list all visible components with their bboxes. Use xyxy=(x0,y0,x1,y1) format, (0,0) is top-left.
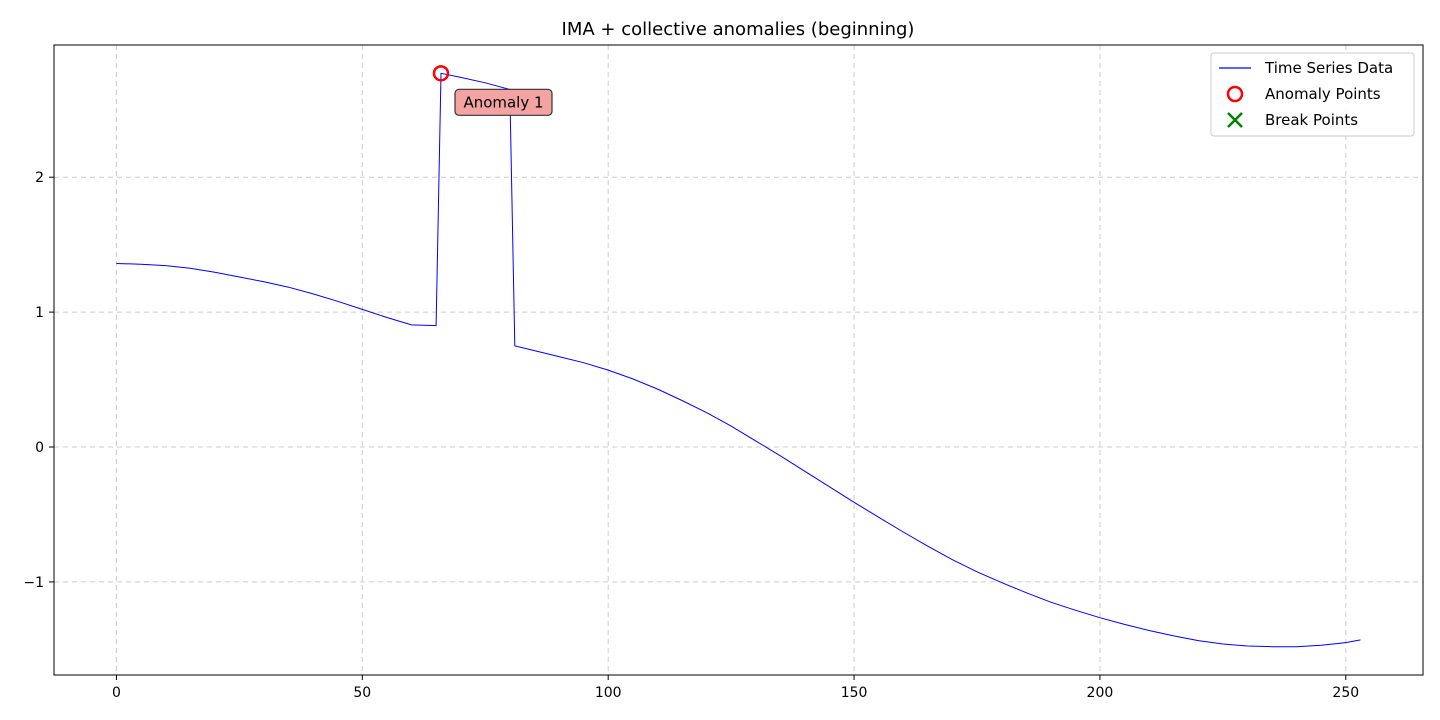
x-tick-label: 250 xyxy=(1332,685,1359,701)
legend-swatch-circle xyxy=(1226,85,1244,103)
legend-label: Time Series Data xyxy=(1264,59,1393,77)
x-axis: 0 50 100 150 200 250 xyxy=(112,675,1359,701)
grid xyxy=(54,45,1423,675)
y-tick-label: 2 xyxy=(35,170,44,186)
plot-frame xyxy=(53,44,1424,676)
annotations: Anomaly 1 xyxy=(454,88,553,116)
x-tick-label: 200 xyxy=(1087,685,1114,701)
x-tick-label: 0 xyxy=(112,685,121,701)
x-tick-label: 100 xyxy=(595,685,622,701)
x-tick-label: 150 xyxy=(841,685,868,701)
anomaly-markers xyxy=(432,65,450,82)
series-time-series-data xyxy=(116,72,1361,648)
anomaly-point xyxy=(432,65,450,82)
y-tick-label: −1 xyxy=(23,575,44,591)
y-tick-label: 1 xyxy=(35,305,44,321)
y-tick-label: 0 xyxy=(35,440,44,456)
annotation-box xyxy=(454,88,553,116)
annotation-label: Anomaly 1 xyxy=(463,93,543,111)
legend-frame xyxy=(1210,52,1415,137)
x-tick-label: 50 xyxy=(353,685,371,701)
legend-swatch-x xyxy=(1227,112,1243,128)
legend-label: Anomaly Points xyxy=(1265,85,1381,103)
chart-title: IMA + collective anomalies (beginning) xyxy=(562,19,915,40)
series-line-time-series-data xyxy=(116,72,1361,648)
legend-label: Break Points xyxy=(1265,111,1358,129)
legend: Time Series Data Anomaly Points Break Poin… xyxy=(1210,52,1415,137)
y-axis: −1 0 1 2 xyxy=(23,170,54,591)
